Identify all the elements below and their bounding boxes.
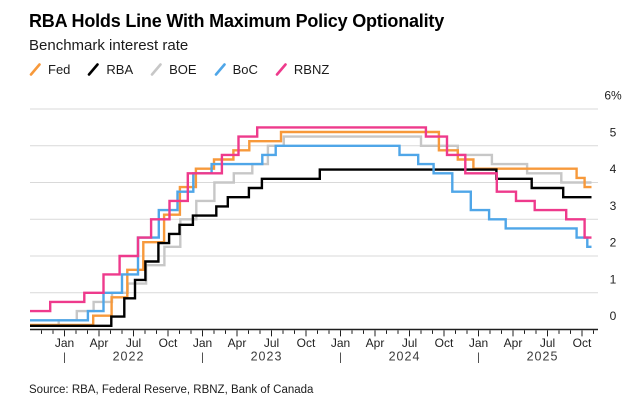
x-tick-label: Oct — [297, 336, 316, 350]
x-tick-label: Jul — [126, 336, 141, 350]
chart-title: RBA Holds Line With Maximum Policy Optio… — [29, 11, 445, 31]
legend-swatch-rbnz — [275, 63, 287, 76]
y-tick-label: 2 — [610, 236, 617, 250]
year-divider: | — [63, 352, 66, 364]
legend-swatch-boe — [150, 63, 162, 76]
x-tick-label: Jan — [55, 336, 74, 350]
x-tick-label: Apr — [504, 336, 523, 350]
source-attribution: Source: RBA, Federal Reserve, RBNZ, Bank… — [29, 384, 314, 396]
legend-swatch-rba — [88, 63, 100, 76]
legend-item-boc: BoC — [214, 62, 258, 77]
legend-label-rba: RBA — [106, 62, 134, 77]
year-divider: | — [477, 352, 480, 364]
legend-swatch-fed — [29, 63, 41, 76]
y-tick-label: 0 — [610, 309, 617, 323]
x-tick-label: Jan — [469, 336, 488, 350]
series-line-rba — [30, 168, 592, 327]
x-tick-label: Apr — [228, 336, 247, 350]
y-tick-label: 3 — [610, 199, 617, 213]
legend-label-boc: BoC — [232, 62, 258, 77]
x-tick-label: Jan — [193, 336, 212, 350]
year-divider: | — [339, 352, 342, 364]
legend-label-boe: BOE — [169, 62, 197, 77]
series-line-fed — [30, 130, 592, 327]
y-tick-label: 1 — [610, 272, 617, 286]
year-label: 2025 — [527, 350, 559, 364]
legend-swatch-boc — [214, 63, 226, 76]
x-tick-label: Jan — [331, 336, 350, 350]
series-line-rbnz — [30, 126, 592, 313]
year-divider: | — [201, 352, 204, 364]
legend-item-rbnz: RBNZ — [275, 62, 329, 77]
legend-item-boe: BOE — [150, 62, 197, 77]
chart-legend: Fed RBA BOE BoC RBNZ — [29, 62, 329, 77]
series-line-boc — [30, 144, 592, 322]
year-label: 2022 — [113, 350, 145, 364]
year-label: 2024 — [389, 350, 421, 364]
x-tick-label: Oct — [159, 336, 178, 350]
x-tick-label: Apr — [90, 336, 109, 350]
y-tick-label: 4 — [610, 162, 617, 176]
legend-item-rba: RBA — [87, 62, 133, 77]
legend-label-rbnz: RBNZ — [293, 62, 330, 77]
x-tick-label: Jul — [402, 336, 417, 350]
legend-item-fed: Fed — [29, 62, 70, 77]
x-tick-label: Apr — [366, 336, 385, 350]
y-tick-label: 6% — [604, 89, 622, 103]
x-tick-label: Oct — [573, 336, 592, 350]
x-tick-label: Jul — [540, 336, 555, 350]
legend-label-fed: Fed — [48, 62, 71, 77]
x-tick-label: Oct — [435, 336, 454, 350]
year-label: 2023 — [251, 350, 283, 364]
chart-subtitle: Benchmark interest rate — [29, 37, 189, 54]
y-tick-label: 5 — [610, 125, 617, 139]
x-tick-label: Jul — [264, 336, 279, 350]
